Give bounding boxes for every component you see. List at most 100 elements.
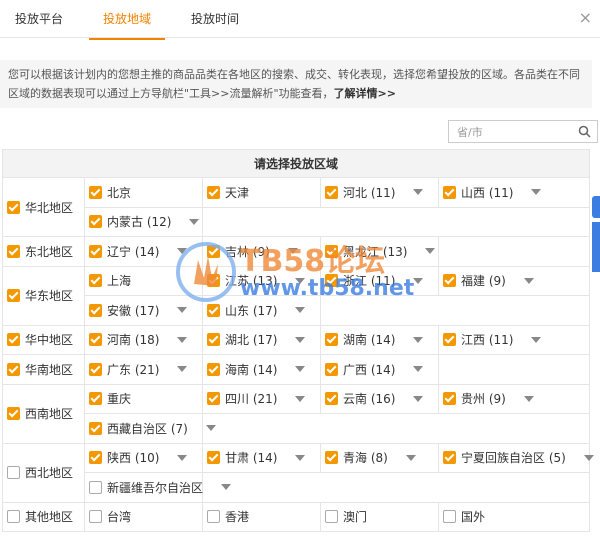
checkbox[interactable] [207, 303, 220, 317]
dropdown-arrow[interactable] [405, 454, 416, 461]
region-cell: 华南地区 [2, 355, 85, 385]
side-tab[interactable] [592, 222, 600, 272]
checkbox[interactable] [7, 362, 20, 376]
dropdown-arrow[interactable] [189, 218, 200, 225]
province-name: 宁夏回族自治区 (5) [461, 451, 566, 466]
region-cell: 东北地区 [2, 237, 85, 267]
checkbox[interactable] [89, 421, 102, 435]
checkbox[interactable] [7, 200, 20, 214]
checkbox[interactable] [325, 362, 338, 376]
province-name: 四川 (21) [225, 392, 278, 407]
checkbox[interactable] [325, 244, 338, 258]
checkbox[interactable] [325, 333, 338, 347]
dropdown-arrow[interactable] [295, 454, 306, 461]
checkbox[interactable] [207, 244, 220, 258]
checkbox[interactable] [89, 480, 102, 494]
checkbox[interactable] [7, 289, 20, 302]
province-cell: 四川 (21) [203, 384, 321, 414]
checkbox[interactable] [7, 510, 20, 524]
notice-link[interactable]: 了解详情>> [333, 87, 396, 100]
province-cell: 福建 (9) [439, 266, 590, 296]
checkbox[interactable] [207, 362, 220, 376]
tab-bar: 投放平台 投放地域 投放时间 [0, 0, 600, 40]
checkbox[interactable] [325, 274, 338, 288]
checkbox[interactable] [325, 185, 338, 199]
dropdown-arrow[interactable] [413, 336, 424, 343]
dropdown-arrow[interactable] [425, 248, 436, 255]
dropdown-arrow[interactable] [287, 248, 298, 255]
checkbox[interactable] [89, 362, 102, 376]
checkbox[interactable] [89, 244, 102, 258]
province-cell: 安徽 (17) [85, 296, 203, 326]
dropdown-arrow[interactable] [295, 307, 306, 314]
empty-cell [203, 207, 590, 237]
search-box[interactable]: 省/市 [448, 120, 598, 143]
checkbox[interactable] [207, 451, 220, 465]
checkbox[interactable] [325, 510, 338, 524]
province-cell: 新疆维吾尔自治区 [85, 473, 232, 503]
checkbox[interactable] [325, 451, 338, 465]
province-name: 天津 [225, 185, 250, 200]
checkbox[interactable] [443, 185, 456, 199]
dropdown-arrow[interactable] [523, 395, 534, 402]
dropdown-arrow[interactable] [413, 189, 424, 196]
checkbox[interactable] [443, 333, 456, 347]
checkbox[interactable] [207, 274, 220, 288]
checkbox[interactable] [7, 466, 20, 479]
dropdown-arrow[interactable] [295, 336, 306, 343]
dropdown-arrow[interactable] [523, 277, 534, 284]
dropdown-arrow[interactable] [413, 277, 424, 284]
empty-cell [321, 296, 590, 326]
close-button[interactable]: × [578, 8, 592, 27]
checkbox[interactable] [443, 510, 456, 524]
checkbox[interactable] [207, 510, 220, 524]
dropdown-arrow[interactable] [205, 425, 216, 432]
checkbox[interactable] [7, 407, 20, 420]
province-name: 澳门 [343, 510, 368, 525]
checkbox[interactable] [89, 185, 102, 199]
dropdown-arrow[interactable] [295, 366, 306, 373]
province-name: 浙江 (11) [343, 274, 396, 289]
dropdown-arrow[interactable] [413, 395, 424, 402]
checkbox[interactable] [207, 333, 220, 347]
checkbox[interactable] [443, 451, 456, 465]
province-name: 台湾 [107, 510, 132, 525]
checkbox[interactable] [207, 185, 220, 199]
checkbox[interactable] [7, 244, 20, 258]
checkbox[interactable] [89, 510, 102, 524]
dropdown-arrow[interactable] [413, 366, 424, 373]
dropdown-arrow[interactable] [177, 454, 188, 461]
dropdown-arrow[interactable] [221, 484, 232, 491]
dropdown-arrow[interactable] [295, 395, 306, 402]
province-cell: 浙江 (11) [321, 266, 439, 296]
dropdown-arrow[interactable] [583, 454, 594, 461]
checkbox[interactable] [89, 333, 102, 347]
dropdown-arrow[interactable] [177, 366, 188, 373]
checkbox[interactable] [89, 451, 102, 465]
dropdown-arrow[interactable] [531, 336, 542, 343]
checkbox[interactable] [89, 215, 102, 229]
dropdown-arrow[interactable] [295, 277, 306, 284]
checkbox[interactable] [207, 392, 220, 406]
dropdown-arrow[interactable] [177, 307, 188, 314]
checkbox[interactable] [443, 392, 456, 406]
checkbox[interactable] [89, 392, 102, 406]
checkbox[interactable] [89, 303, 102, 317]
checkbox[interactable] [7, 333, 20, 347]
checkbox[interactable] [443, 274, 456, 288]
tab[interactable]: 投放时间 [190, 12, 239, 26]
province-cell: 海南 (14) [203, 355, 321, 385]
province-name: 安徽 (17) [107, 303, 160, 318]
notice-text: 您可以根据该计划内的您想主推的商品品类在各地区的搜索、成交、转化表现，选择您希望… [8, 68, 580, 100]
dropdown-arrow[interactable] [531, 189, 542, 196]
dropdown-arrow[interactable] [177, 248, 188, 255]
checkbox[interactable] [325, 392, 338, 406]
checkbox[interactable] [89, 274, 102, 288]
province-cell: 宁夏回族自治区 (5) [439, 443, 594, 473]
tab[interactable]: 投放平台 [14, 12, 63, 26]
tab[interactable]: 投放地域 [89, 0, 165, 40]
province-cell: 重庆 [85, 384, 203, 414]
dropdown-arrow[interactable] [177, 336, 188, 343]
search-icon [578, 125, 591, 138]
side-tab[interactable] [592, 196, 600, 218]
